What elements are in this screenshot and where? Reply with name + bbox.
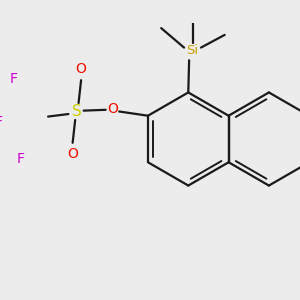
- Text: S: S: [72, 104, 82, 119]
- Text: Si: Si: [186, 44, 199, 57]
- Text: F: F: [16, 152, 24, 166]
- Text: O: O: [67, 147, 78, 161]
- Text: F: F: [9, 72, 17, 86]
- Text: O: O: [107, 102, 118, 116]
- Text: F: F: [0, 116, 3, 130]
- Text: O: O: [76, 62, 86, 76]
